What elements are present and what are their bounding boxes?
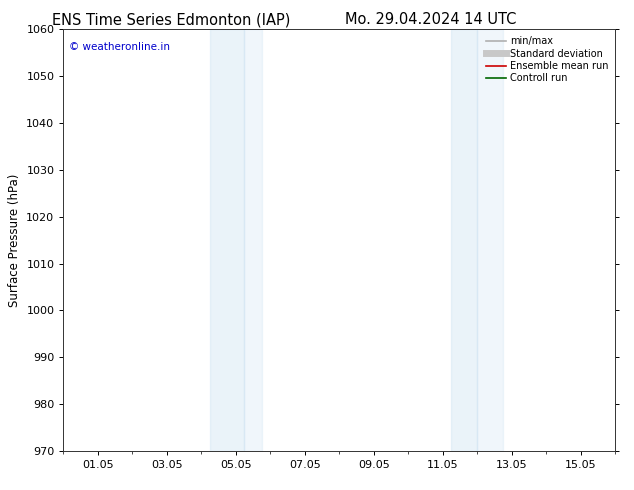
Y-axis label: Surface Pressure (hPa): Surface Pressure (hPa) bbox=[8, 173, 21, 307]
Bar bbox=[451, 29, 477, 451]
Bar bbox=[244, 29, 262, 451]
Text: © weatheronline.in: © weatheronline.in bbox=[69, 42, 170, 52]
Bar bbox=[477, 29, 503, 451]
Text: ENS Time Series Edmonton (IAP): ENS Time Series Edmonton (IAP) bbox=[52, 12, 290, 27]
Text: Mo. 29.04.2024 14 UTC: Mo. 29.04.2024 14 UTC bbox=[346, 12, 517, 27]
Bar bbox=[210, 29, 244, 451]
Legend: min/max, Standard deviation, Ensemble mean run, Controll run: min/max, Standard deviation, Ensemble me… bbox=[484, 34, 610, 85]
